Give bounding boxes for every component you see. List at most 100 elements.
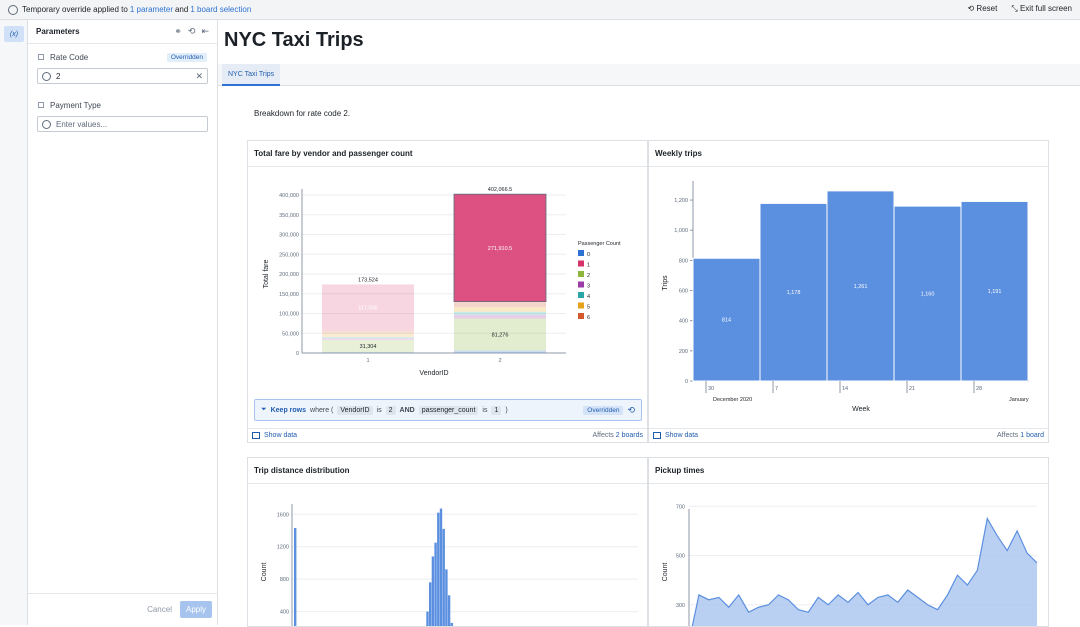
legend-swatch <box>578 281 584 288</box>
rate-code-label-row: Rate Code Overridden <box>28 50 217 64</box>
data-label: 814 <box>722 318 731 324</box>
y-tick-label: 300 <box>676 603 685 609</box>
rate-code-input[interactable]: 2 ✕ <box>37 68 208 84</box>
tab-bar: NYC Taxi Trips <box>218 64 1080 86</box>
rate-code-value: 2 <box>56 71 61 81</box>
fare-chart[interactable]: 0 50,000 100,000 150,000 200,000 250,000 300,0… <box>248 167 647 391</box>
hist-bar <box>294 528 297 626</box>
pickup-card: Pickup times 300 500 700 Count <box>648 457 1049 627</box>
weekly-chart[interactable]: 0 200 400 600 800 1,000 1,200 Trips Week 814 30 1,1… <box>649 167 1048 425</box>
bar-segment <box>454 311 546 315</box>
data-label: 1,191 <box>988 289 1002 295</box>
payment-type-input[interactable]: Enter values... <box>37 116 208 132</box>
y-tick-label: 200 <box>679 349 688 355</box>
bar-segment <box>322 337 414 339</box>
cancel-button[interactable]: Cancel <box>147 605 172 614</box>
override-banner: Temporary override applied to 1 paramete… <box>0 0 1080 20</box>
undo-icon: ⟲ <box>967 4 975 13</box>
collapse-icon: ⤡ <box>1011 4 1018 13</box>
overridden-badge: Overridden <box>166 52 207 62</box>
keep-rows-dropdown[interactable]: Keep rows <box>270 406 307 414</box>
legend-label: 1 <box>587 263 590 269</box>
banner-and: and <box>174 5 189 14</box>
y-tick-label: 800 <box>679 258 688 264</box>
legend-label: 5 <box>587 305 590 311</box>
where-text: where ( <box>310 406 334 414</box>
bar-segment <box>322 284 414 331</box>
affects-prefix: Affects <box>592 432 614 439</box>
bar-segment <box>322 339 414 353</box>
show-data-link[interactable]: Show data <box>264 432 298 439</box>
y-tick-label: 400,000 <box>279 193 299 199</box>
override-icon <box>8 4 18 15</box>
affects-prefix: Affects <box>997 432 1019 439</box>
link-icon[interactable]: ⚭ <box>174 26 182 36</box>
bar-segment <box>454 318 546 351</box>
y-tick-label: 0 <box>296 351 299 357</box>
y-tick-label: 1,000 <box>674 228 688 234</box>
bar-segment <box>454 314 546 319</box>
data-label: 1,261 <box>854 284 868 290</box>
y-tick-label: 600 <box>679 289 688 295</box>
parameter-icon <box>38 102 44 108</box>
and-text: AND <box>399 406 415 414</box>
bar-segment <box>322 338 414 340</box>
parameters-toggle-button[interactable]: (x) <box>4 26 24 42</box>
total-label: 402,066.5 <box>488 187 512 193</box>
hist-bar <box>450 622 453 626</box>
x-tick-label: 14 <box>842 386 848 392</box>
filter-field-passenger: passenger_count <box>418 405 479 415</box>
legend-label: 0 <box>587 252 590 258</box>
y-tick-label: 50,000 <box>282 331 299 337</box>
revert-icon[interactable]: ⟲ <box>627 404 635 415</box>
tab-nyc-taxi-trips[interactable]: NYC Taxi Trips <box>222 64 281 86</box>
y-tick-label: 800 <box>280 577 289 583</box>
affects-link[interactable]: 1 board <box>1020 432 1044 439</box>
bar-segment <box>454 301 546 308</box>
hist-bar <box>434 542 437 626</box>
banner-text: Temporary override applied to <box>22 5 128 14</box>
clear-icon[interactable]: ✕ <box>195 70 203 81</box>
y-tick-label: 150,000 <box>279 292 299 298</box>
intro-text: Breakdown for rate code 2. <box>254 109 351 118</box>
month-label: December 2020 <box>713 397 752 403</box>
exit-label: Exit full screen <box>1019 4 1072 13</box>
week-bar <box>960 200 1029 382</box>
affects-link[interactable]: 2 boards <box>615 432 643 439</box>
legend-label: 4 <box>587 294 590 300</box>
undo-icon[interactable]: ⟲ <box>187 26 196 36</box>
parameters-title: Parameters <box>36 27 80 36</box>
data-label: 271,910.5 <box>488 246 512 252</box>
y-axis-title: Count <box>662 563 669 582</box>
left-rail: (x) <box>0 20 28 625</box>
x-tick-label: 28 <box>976 386 982 392</box>
is-text: is <box>482 406 488 414</box>
exit-full-screen-button[interactable]: ⤡ Exit full screen <box>1011 4 1072 14</box>
hist-bar <box>439 508 443 626</box>
distance-chart[interactable]: 400 800 1200 1600 Count <box>248 484 647 626</box>
apply-button[interactable]: Apply <box>179 601 212 618</box>
parameters-footer: Cancel Apply <box>28 593 218 625</box>
show-data-link[interactable]: Show data <box>665 432 699 439</box>
y-axis-title: Count <box>261 563 268 582</box>
fare-card: Total fare by vendor and passenger count… <box>247 140 648 443</box>
affects-text: Affects 2 boards <box>593 432 643 439</box>
reset-button[interactable]: ⟲ Reset <box>967 4 997 14</box>
legend-swatch <box>578 292 584 298</box>
x-tick-label: 30 <box>708 386 714 392</box>
hist-bar <box>431 556 435 626</box>
distance-card: Trip distance distribution 400 800 1200 160… <box>247 457 648 627</box>
parameter-link[interactable]: 1 parameter <box>129 5 173 14</box>
pickup-chart[interactable]: 300 500 700 Count <box>649 484 1048 626</box>
legend-label: 6 <box>587 315 590 321</box>
y-tick-label: 300,000 <box>279 233 299 239</box>
parameters-header: Parameters ⚭ ⟲ ⇤ <box>28 20 217 44</box>
board-selection-link[interactable]: 1 board selection <box>190 5 252 14</box>
table-icon <box>653 432 661 439</box>
week-bar <box>759 202 828 382</box>
collapse-panel-icon[interactable]: ⇤ <box>201 26 209 36</box>
y-tick-label: 1,200 <box>674 198 688 204</box>
keep-rows-filter[interactable]: ⏷ Keep rows where ( VendorID is 2 AND pa… <box>254 399 642 421</box>
week-bar <box>692 257 761 382</box>
parameter-icon <box>38 54 44 60</box>
